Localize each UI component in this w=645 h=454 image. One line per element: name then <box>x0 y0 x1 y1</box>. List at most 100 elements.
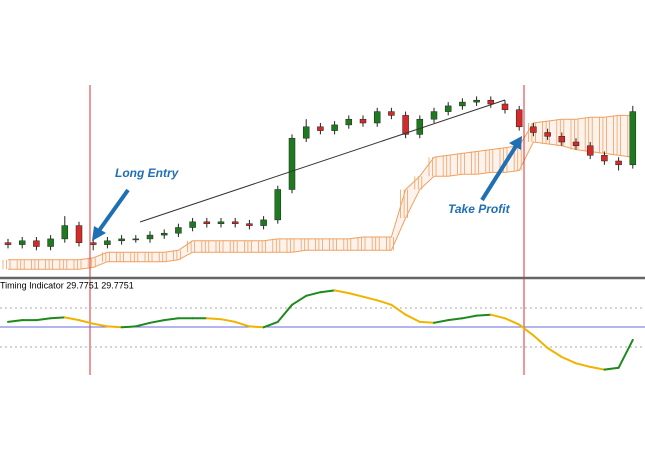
candle-body <box>501 103 509 110</box>
candle-body <box>18 240 26 245</box>
candle-body <box>331 124 338 131</box>
candle-layer <box>4 96 637 251</box>
candle-body <box>615 160 622 166</box>
candle-body <box>530 126 537 133</box>
indicator-segment <box>276 303 293 323</box>
candle-body <box>459 101 466 107</box>
cloud-edge <box>8 114 633 261</box>
indicator-segment <box>418 320 435 324</box>
indicator-segment <box>305 291 322 297</box>
indicator-segment <box>163 317 180 322</box>
candle-body <box>558 136 566 143</box>
candle-body <box>189 221 196 228</box>
trend-line <box>139 99 506 223</box>
indicator-segment <box>475 313 492 317</box>
indicator-segment <box>63 316 80 322</box>
indicator-segment <box>376 299 393 306</box>
indicator-segment <box>347 292 364 298</box>
candle-body <box>402 115 409 135</box>
indicator-segment <box>205 317 222 321</box>
indicator-segment <box>248 325 265 329</box>
candle-body <box>359 118 367 124</box>
candle-body <box>175 227 182 234</box>
indicator-segment <box>262 320 279 329</box>
candle-body <box>302 126 310 139</box>
indicator-segment <box>220 318 237 323</box>
candle-body <box>629 111 637 166</box>
candle-body <box>515 109 523 128</box>
arrow-head <box>92 226 106 241</box>
candle-body <box>104 240 111 245</box>
candle-body <box>416 118 424 135</box>
candle-body <box>160 232 168 236</box>
arrow-head <box>509 136 522 150</box>
candle-body <box>246 223 253 226</box>
candle-body <box>288 137 296 190</box>
candle-body <box>487 99 495 105</box>
cloud-fill <box>8 115 633 270</box>
indicator-segment <box>92 322 109 328</box>
indicator-segment <box>149 319 166 324</box>
indicator-segment <box>617 338 634 369</box>
indicator-segment <box>433 319 450 324</box>
candle-body <box>89 242 97 245</box>
indicator-segment <box>234 320 251 328</box>
candle-body <box>203 221 211 224</box>
indicator-segment <box>546 347 563 358</box>
indicator-segment <box>291 294 308 306</box>
indicator-segment <box>362 295 379 302</box>
indicator-segment <box>120 325 137 329</box>
candle-body <box>473 99 480 103</box>
indicator-segment <box>319 289 336 294</box>
candle-body <box>75 225 83 243</box>
candle-body <box>47 238 54 247</box>
candle-body <box>217 221 225 224</box>
indicator-segment <box>333 289 350 295</box>
candle-body <box>4 242 12 245</box>
candle-body <box>33 240 40 247</box>
indicator-segment <box>504 317 521 326</box>
candle-body <box>601 155 608 162</box>
cloud-edge <box>8 141 633 270</box>
arrow <box>92 136 522 241</box>
annotation: Take Profit <box>448 202 511 216</box>
annotation: Long Entry <box>115 166 180 180</box>
indicator-segment <box>106 325 123 329</box>
candle-body <box>146 234 154 240</box>
arrow-shaft <box>96 188 130 234</box>
candle-body <box>444 105 452 112</box>
indicator-segment <box>560 356 577 365</box>
indicator-segment <box>7 319 24 323</box>
indicator-segment <box>461 314 478 320</box>
indicator-segment <box>603 366 620 371</box>
candle-body <box>132 238 140 241</box>
indicator-title: Timing Indicator 29.7751 29.7751 <box>0 280 134 290</box>
candle-body <box>61 225 69 240</box>
candle-body <box>317 126 324 131</box>
candle-body <box>544 132 551 137</box>
indicator-segment <box>78 319 95 325</box>
arrow-shaft <box>480 144 518 202</box>
indicator-layer <box>7 289 634 371</box>
indicator-segment <box>575 362 592 368</box>
indicator-segment <box>49 316 66 320</box>
candle-body <box>260 219 267 226</box>
candle-body <box>430 111 438 120</box>
candle-body <box>572 141 580 147</box>
candle-body <box>231 221 239 224</box>
indicator-segment <box>532 334 549 349</box>
indicator-segment <box>489 313 506 320</box>
candle-body <box>118 238 125 242</box>
indicator-segment <box>404 313 421 323</box>
indicator-segment <box>35 317 52 322</box>
candle-body <box>345 118 353 126</box>
candle-body <box>388 111 395 116</box>
indicator-segment <box>589 365 606 371</box>
indicator-segment <box>518 323 535 337</box>
candle-body <box>373 111 381 124</box>
candle-body <box>586 145 594 156</box>
indicator-segment <box>447 317 464 322</box>
